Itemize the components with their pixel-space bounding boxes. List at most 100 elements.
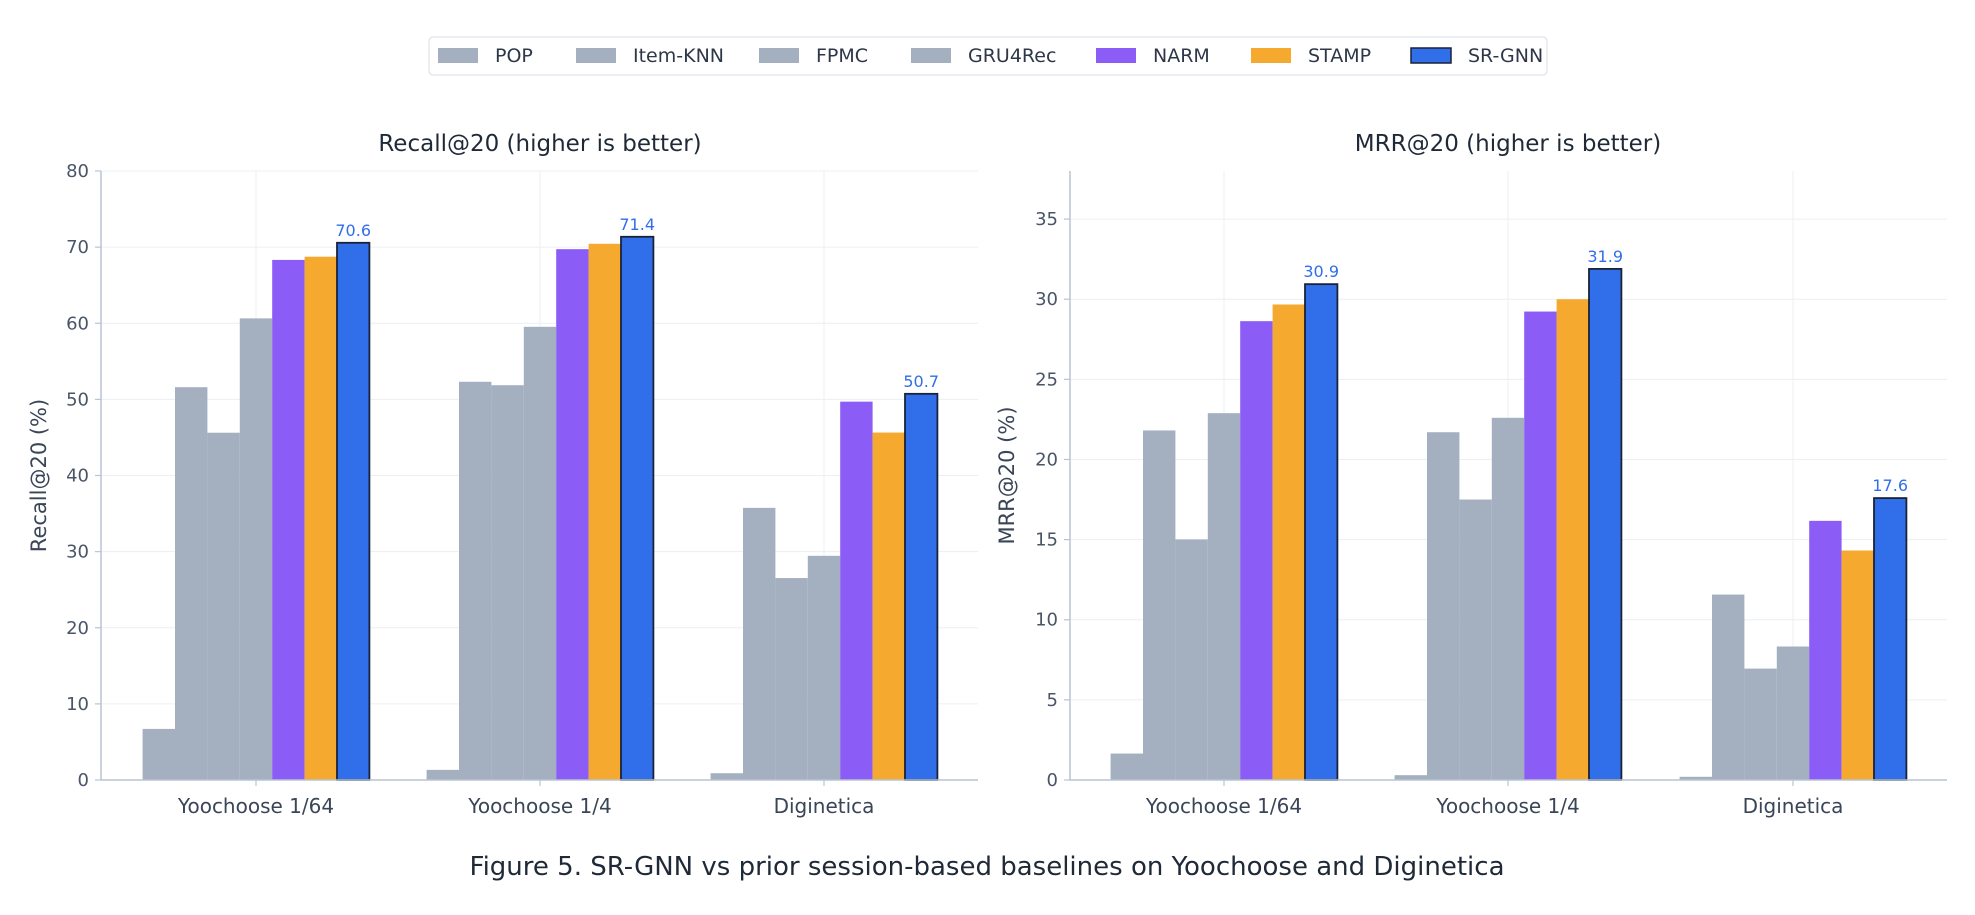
bar-sr-gnn: [904, 392, 939, 781]
y-ticks: 0 10 20 30 40 50 60 70 80: [66, 161, 101, 791]
bar-gru4rec: [1491, 417, 1525, 780]
bar-item-knn: [743, 507, 776, 780]
y-ticks: 0 5 10 15 20 25 30 35: [1035, 209, 1070, 791]
x-tick-label: Yoochoose 1/4: [1435, 794, 1579, 818]
legend: POP Item-KNN FPMC GRU4Rec NARM STAMP SR-GNN: [428, 36, 1548, 76]
y-tick-label: 70: [66, 237, 89, 258]
bar-item-knn: [175, 387, 208, 780]
bar-narm: [556, 249, 589, 781]
legend-item-pop: POP: [438, 45, 533, 67]
legend-item-narm: NARM: [1096, 45, 1210, 67]
bar-narm: [840, 401, 873, 780]
y-tick-label: 10: [1035, 610, 1058, 631]
data-label: 31.9: [1587, 247, 1623, 266]
y-tick-label: 60: [66, 313, 89, 334]
y-tick-label: 5: [1047, 690, 1058, 711]
y-tick-label: 15: [1035, 530, 1058, 551]
bar-item-knn: [459, 381, 492, 780]
bar-narm: [1809, 520, 1842, 780]
bar-item-knn: [1427, 432, 1460, 780]
bar-pop: [142, 728, 175, 780]
bar-sr-gnn: [336, 241, 371, 781]
y-tick-label: 20: [66, 618, 89, 639]
bar-stamp: [588, 243, 621, 780]
bar-gru4rec: [1776, 646, 1810, 780]
legend-swatch: [759, 48, 799, 63]
panel-title: MRR@20 (higher is better): [1355, 131, 1661, 157]
x-tick-labels: Yoochoose 1/64 Yoochoose 1/4 Diginetica: [177, 780, 875, 818]
data-label: 17.6: [1872, 476, 1908, 495]
x-tick-label: Diginetica: [774, 794, 875, 818]
bar-gru4rec: [1207, 413, 1241, 780]
bar-sr-gnn: [1304, 283, 1339, 781]
x-tick-label: Yoochoose 1/64: [1145, 794, 1302, 818]
bar-gru4rec: [523, 326, 557, 780]
data-label: 71.4: [619, 215, 655, 234]
bars: 70.6 71.4 50.7: [142, 215, 939, 781]
bar-stamp: [872, 432, 905, 780]
bar-narm: [272, 259, 305, 780]
legend-swatch: [1251, 48, 1291, 63]
y-tick-label: 50: [66, 389, 89, 410]
legend-label: NARM: [1153, 45, 1210, 67]
data-label: 70.6: [335, 221, 371, 240]
legend-label: FPMC: [816, 45, 868, 67]
bar-item-knn: [1143, 430, 1176, 780]
legend-frame: [428, 36, 1548, 76]
panel-title: Recall@20 (higher is better): [378, 131, 701, 157]
bar-fpmc: [207, 432, 240, 780]
bar-stamp: [304, 256, 337, 780]
y-tick-label: 30: [66, 542, 89, 563]
y-tick-label: 0: [78, 770, 89, 791]
bar-pop: [426, 769, 459, 780]
bar-pop: [1110, 753, 1143, 780]
y-tick-label: 25: [1035, 369, 1058, 390]
x-tick-label: Yoochoose 1/4: [467, 794, 611, 818]
bar-sr-gnn: [1588, 268, 1623, 781]
legend-item-item-knn: Item-KNN: [576, 45, 724, 67]
legend-swatch: [911, 48, 951, 63]
legend-swatch: [576, 48, 616, 63]
legend-item-fpmc: FPMC: [759, 45, 868, 67]
x-tick-labels: Yoochoose 1/64 Yoochoose 1/4 Diginetica: [1145, 780, 1844, 818]
bar-fpmc: [1459, 499, 1492, 780]
x-tick-label: Diginetica: [1743, 794, 1844, 818]
bar-pop: [1394, 775, 1427, 780]
bar-narm: [1524, 311, 1557, 780]
bar-fpmc: [775, 578, 808, 780]
bar-gru4rec: [239, 318, 273, 780]
legend-label: SR-GNN: [1468, 45, 1543, 67]
legend-item-stamp: STAMP: [1251, 45, 1371, 67]
mrr-panel: 30.9 31.9 17.6 0 5 10 15 20 25 30 35 Yoochoose 1/64…: [995, 131, 1947, 818]
x-tick-label: Yoochoose 1/64: [177, 794, 334, 818]
y-tick-label: 0: [1047, 770, 1058, 791]
bar-gru4rec: [807, 555, 841, 780]
y-axis-title: Recall@20 (%): [27, 399, 51, 552]
legend-label: POP: [495, 45, 533, 67]
bar-stamp: [1556, 299, 1589, 780]
y-tick-label: 35: [1035, 209, 1058, 230]
data-label: 30.9: [1303, 262, 1339, 281]
bar-sr-gnn: [620, 235, 655, 781]
legend-label: Item-KNN: [633, 45, 724, 67]
bar-sr-gnn: [1873, 497, 1908, 781]
bar-narm: [1240, 321, 1273, 780]
legend-item-sr-gnn: SR-GNN: [1410, 45, 1543, 67]
y-tick-label: 20: [1035, 449, 1058, 470]
bar-fpmc: [491, 385, 524, 780]
y-axis-title: MRR@20 (%): [995, 406, 1019, 544]
recall-panel: 70.6 71.4 50.7 0 10 20 30 40 50 60 70 80 Yoochoose 1…: [27, 131, 978, 818]
bar-stamp: [1841, 550, 1874, 780]
figure-caption: Figure 5. SR-GNN vs prior session-based …: [470, 852, 1505, 882]
bar-pop: [710, 773, 743, 780]
bar-stamp: [1272, 304, 1305, 780]
legend-swatch: [1410, 47, 1452, 64]
bar-fpmc: [1175, 539, 1208, 780]
y-tick-label: 30: [1035, 289, 1058, 310]
y-tick-label: 80: [66, 161, 89, 182]
bars: 30.9 31.9 17.6: [1110, 247, 1908, 781]
legend-item-gru4rec: GRU4Rec: [911, 45, 1056, 67]
y-tick-label: 40: [66, 466, 89, 487]
legend-swatch: [1096, 48, 1136, 63]
y-tick-label: 10: [66, 694, 89, 715]
